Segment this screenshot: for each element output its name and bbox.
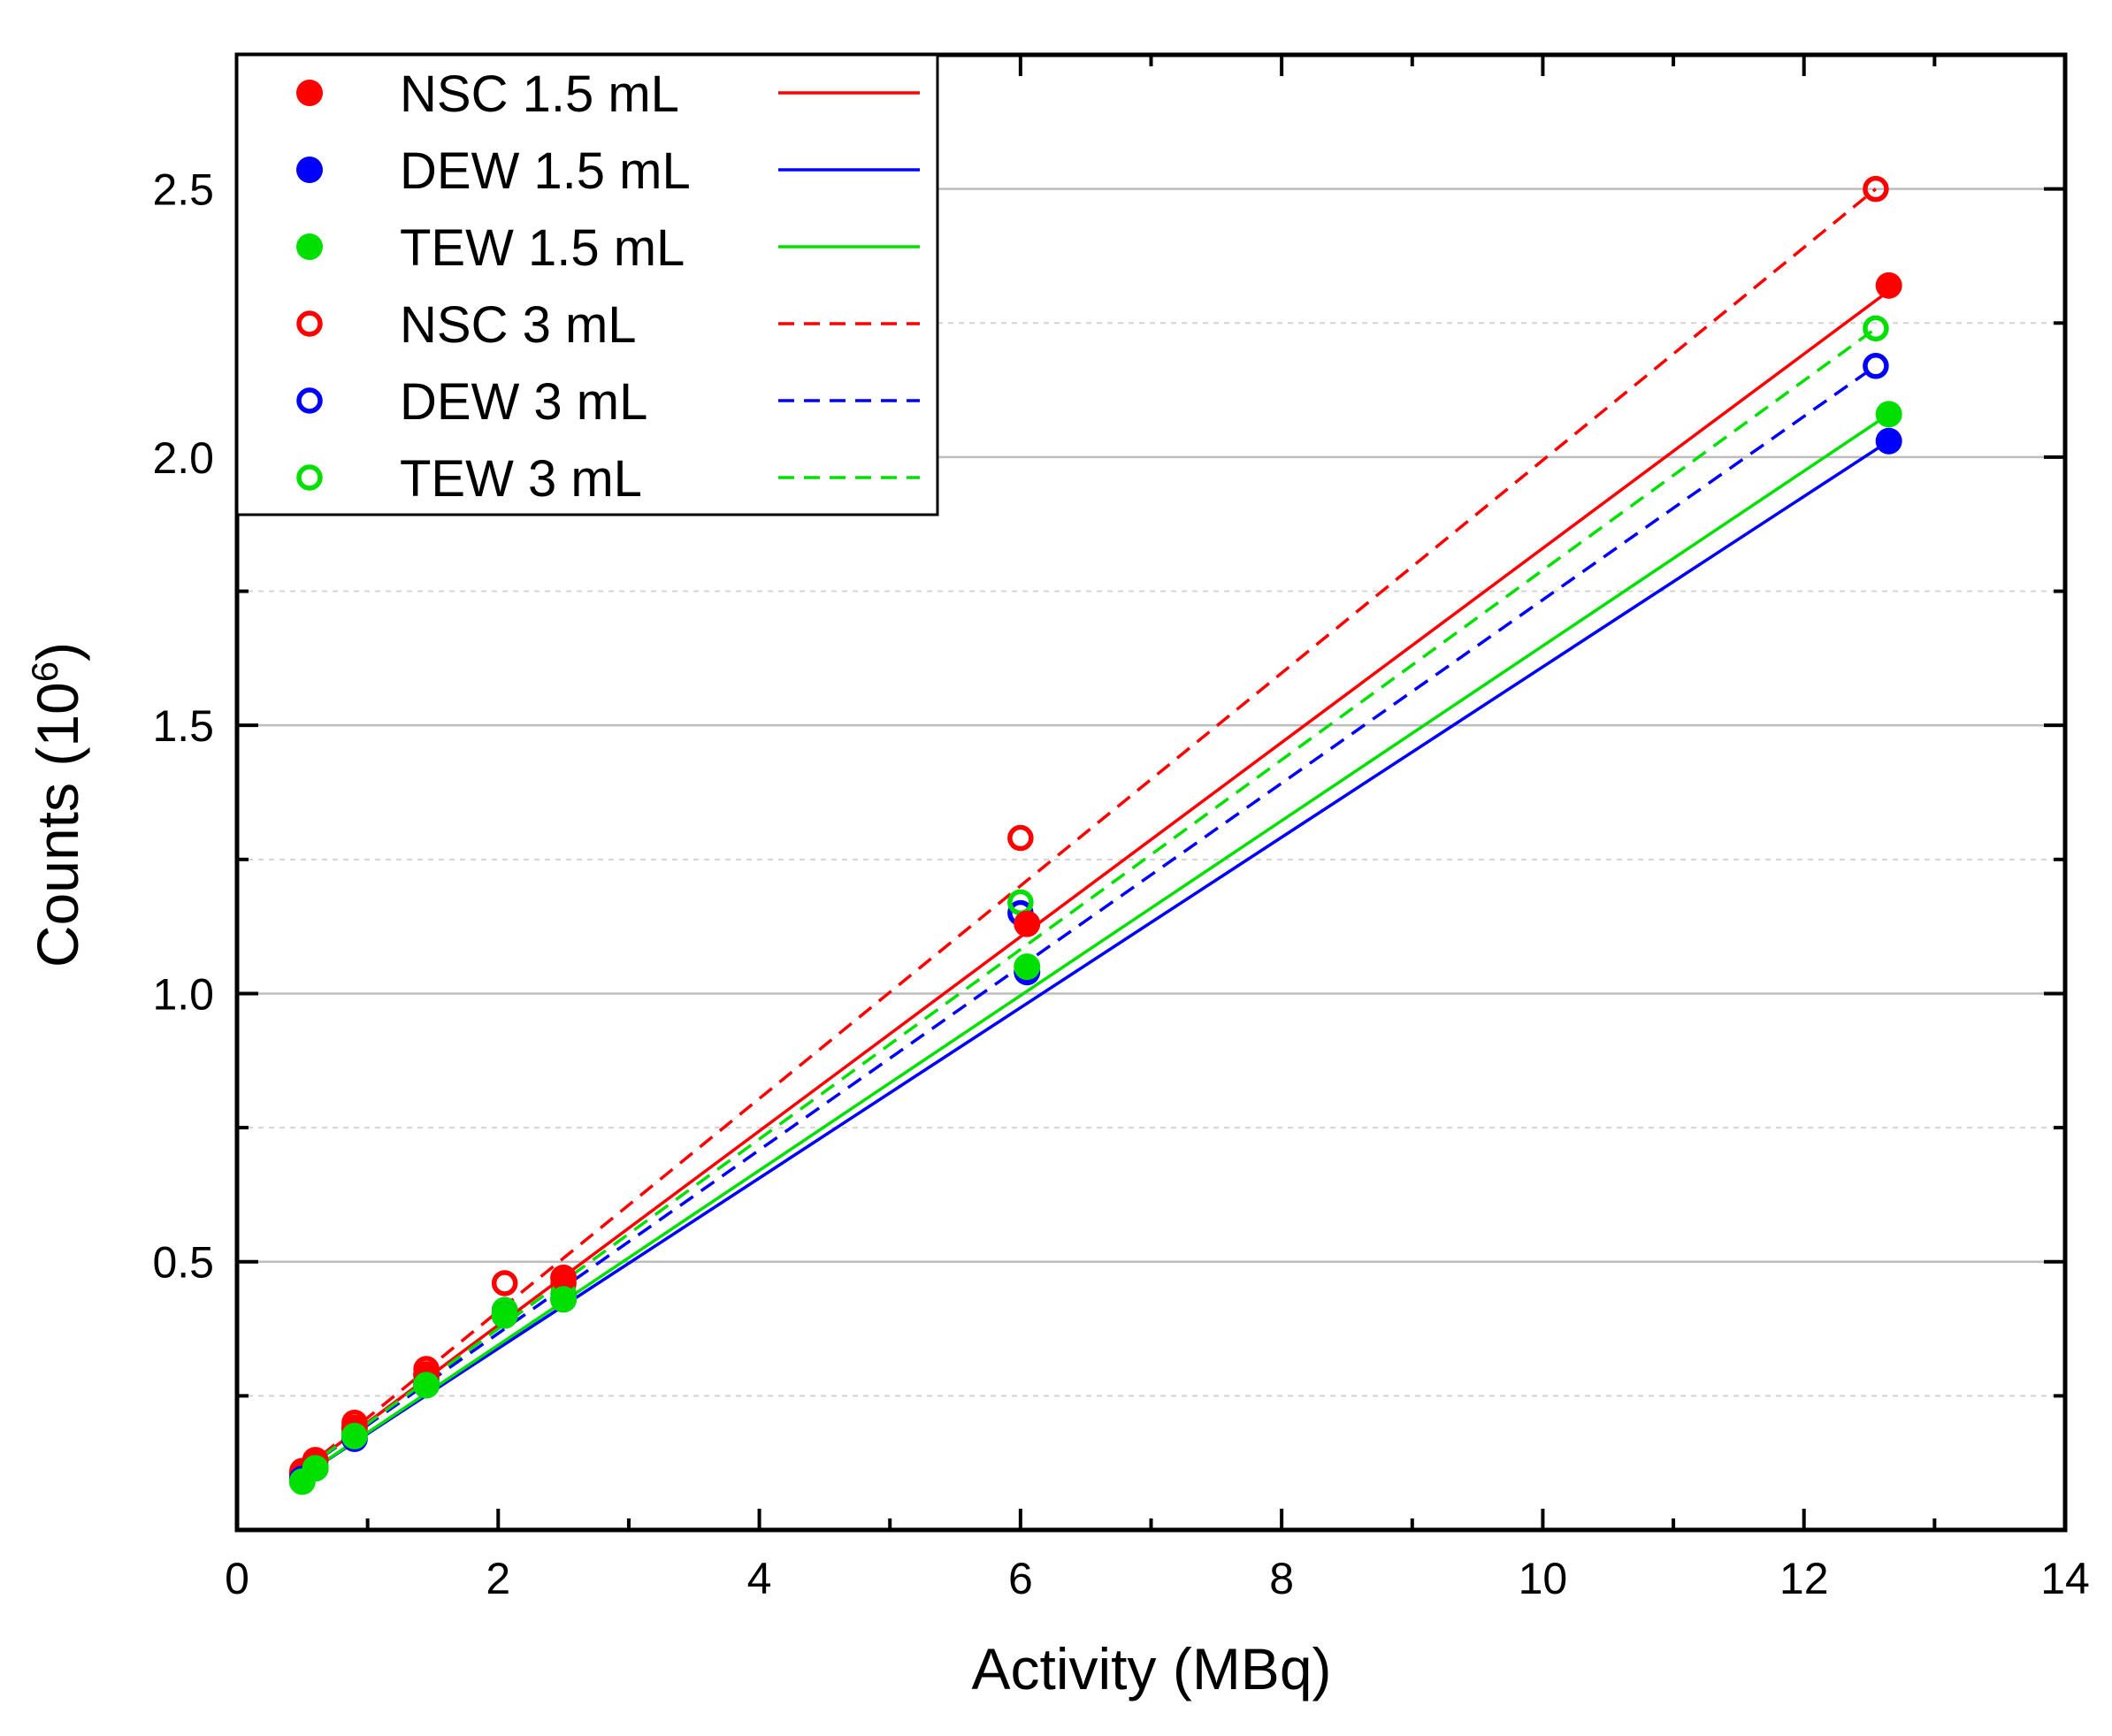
data-point bbox=[1875, 427, 1902, 455]
y-tick-label: 0.5 bbox=[152, 1238, 214, 1288]
x-tick-label: 10 bbox=[1519, 1554, 1568, 1603]
data-point bbox=[1863, 175, 1889, 203]
data-point bbox=[491, 1270, 518, 1296]
y-tick-label: 1.5 bbox=[152, 701, 214, 751]
x-tick-label: 2 bbox=[486, 1554, 510, 1603]
fit-line bbox=[301, 326, 1877, 1472]
legend-marker bbox=[296, 464, 323, 491]
legend-label: DEW 1.5 mL bbox=[400, 142, 691, 200]
legend-marker bbox=[296, 310, 323, 337]
x-tick-label: 0 bbox=[225, 1554, 249, 1603]
legend-marker bbox=[296, 233, 323, 260]
x-tick-label: 8 bbox=[1269, 1554, 1294, 1603]
x-axis-title: Activity (MBq) bbox=[971, 1636, 1331, 1702]
legend-label: TEW 1.5 mL bbox=[400, 219, 685, 277]
legend-marker bbox=[296, 387, 323, 414]
data-point bbox=[550, 1264, 578, 1291]
legend-box bbox=[235, 53, 939, 516]
y-axis-title: Counts (106) bbox=[24, 642, 91, 967]
legend-marker bbox=[296, 80, 323, 106]
data-markers bbox=[288, 175, 1902, 1495]
axis-ticks bbox=[235, 55, 2067, 1530]
data-point bbox=[491, 1302, 518, 1329]
legend-label: DEW 3 mL bbox=[400, 373, 647, 431]
data-point bbox=[341, 1422, 368, 1449]
data-point bbox=[1875, 401, 1902, 428]
data-point bbox=[1014, 910, 1041, 937]
legend-label: NSC 3 mL bbox=[400, 296, 637, 354]
x-tick-label: 12 bbox=[1779, 1554, 1829, 1603]
fit-line bbox=[301, 187, 1878, 1472]
y-axis-title-close: ) bbox=[25, 642, 90, 662]
y-axis-tick-labels: 0.5 1.0 1.5 2.0 2.5 bbox=[152, 165, 214, 1288]
x-tick-label: 4 bbox=[747, 1554, 772, 1603]
y-tick-label: 2.0 bbox=[152, 433, 214, 483]
data-point bbox=[1014, 953, 1041, 981]
data-point bbox=[1007, 824, 1034, 852]
data-point bbox=[1875, 271, 1902, 299]
legend-entries: NSC 1.5 mL DEW 1.5 mL TEW 1.5 mL NSC 3 mL DE… bbox=[296, 65, 920, 508]
legend-label: TEW 3 mL bbox=[400, 450, 642, 508]
y-tick-label: 1.0 bbox=[152, 969, 214, 1019]
x-tick-label: 6 bbox=[1008, 1554, 1033, 1603]
y-tick-label: 2.5 bbox=[152, 165, 214, 215]
x-tick-label: 14 bbox=[2040, 1554, 2090, 1603]
data-point bbox=[1863, 353, 1889, 379]
y-axis-title-exponent: 6 bbox=[24, 662, 65, 682]
y-axis-title-base: Counts (10 bbox=[25, 682, 90, 967]
data-point bbox=[413, 1372, 440, 1399]
data-point bbox=[302, 1455, 329, 1482]
legend: NSC 1.5 mL DEW 1.5 mL TEW 1.5 mL NSC 3 mL DE… bbox=[235, 53, 939, 516]
legend-marker bbox=[296, 157, 323, 183]
data-point bbox=[550, 1286, 578, 1313]
data-point bbox=[1863, 315, 1889, 342]
x-axis-tick-labels: 0 2 4 6 8 10 12 14 bbox=[225, 1554, 2090, 1603]
legend-label: NSC 1.5 mL bbox=[400, 65, 679, 123]
